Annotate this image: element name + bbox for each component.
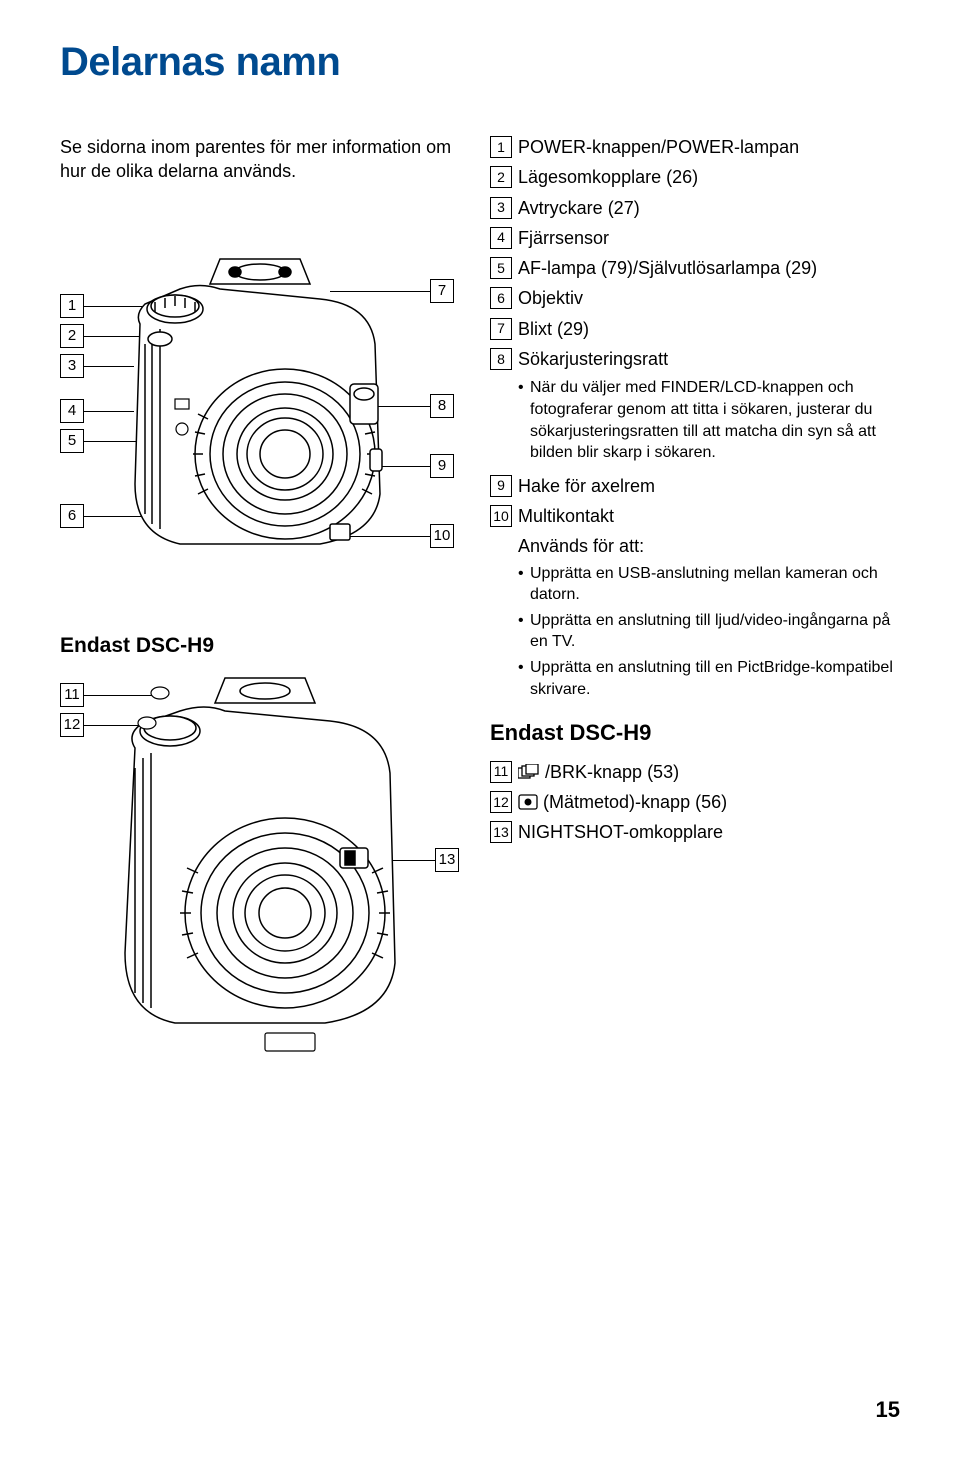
item-8-details: När du väljer med FINDER/LCD-knappen och… xyxy=(518,377,900,463)
callout-13: 13 xyxy=(435,848,459,872)
camera-illustration-1 xyxy=(120,254,400,574)
item-13: 13 NIGHTSHOT-omkopplare xyxy=(490,820,900,844)
item-9: 9 Hake för axelrem xyxy=(490,474,900,498)
item-text-13: NIGHTSHOT-omkopplare xyxy=(518,820,900,844)
item-6: 6 Objektiv xyxy=(490,286,900,310)
item-text-10: Multikontakt xyxy=(518,504,900,528)
left-column: Se sidorna inom parentes för mer informa… xyxy=(60,135,460,1103)
item-10-bullet-3: Upprätta en anslutning till en PictBridg… xyxy=(518,657,900,700)
item-10-sub: Används för att: xyxy=(518,534,900,558)
item-10-bullet-2: Upprätta en anslutning till ljud/video-i… xyxy=(518,610,900,653)
item-text-11: /BRK-knapp (53) xyxy=(518,760,900,784)
item-12: 12 (Mätmetod)-knapp (56) xyxy=(490,790,900,814)
intro-text: Se sidorna inom parentes för mer informa… xyxy=(60,135,460,184)
item-12-label: (Mätmetod)-knapp (56) xyxy=(543,792,727,812)
num-box-8: 8 xyxy=(490,348,512,370)
callout-3: 3 xyxy=(60,354,84,378)
item-text-4: Fjärrsensor xyxy=(518,226,900,250)
callout-9: 9 xyxy=(430,454,454,478)
callout-8: 8 xyxy=(430,394,454,418)
num-box-10: 10 xyxy=(490,505,512,527)
content-columns: Se sidorna inom parentes för mer informa… xyxy=(60,135,900,1103)
item-8-bullet: När du väljer med FINDER/LCD-knappen och… xyxy=(518,377,900,463)
item-2: 2 Lägesomkopplare (26) xyxy=(490,165,900,189)
num-box-6: 6 xyxy=(490,287,512,309)
item-text-8: Sökarjusteringsratt xyxy=(518,347,900,371)
num-box-13: 13 xyxy=(490,821,512,843)
callout-4: 4 xyxy=(60,399,84,423)
callout-10: 10 xyxy=(430,524,454,548)
num-box-5: 5 xyxy=(490,257,512,279)
callout-7: 7 xyxy=(430,279,454,303)
item-text-6: Objektiv xyxy=(518,286,900,310)
page-number: 15 xyxy=(876,1397,900,1423)
meter-icon xyxy=(518,794,538,810)
num-box-9: 9 xyxy=(490,475,512,497)
item-8: 8 Sökarjusteringsratt xyxy=(490,347,900,371)
camera-diagram-1: 1 2 3 4 5 6 7 8 9 10 xyxy=(60,204,460,604)
item-text-1: POWER-knappen/POWER-lampan xyxy=(518,135,900,159)
callout-6: 6 xyxy=(60,504,84,528)
right-column: 1 POWER-knappen/POWER-lampan 2 Lägesomko… xyxy=(490,135,900,1103)
num-box-7: 7 xyxy=(490,318,512,340)
num-box-1: 1 xyxy=(490,136,512,158)
callout-5: 5 xyxy=(60,429,84,453)
item-text-9: Hake för axelrem xyxy=(518,474,900,498)
camera-diagram-2: 11 12 13 xyxy=(60,673,460,1103)
item-10: 10 Multikontakt xyxy=(490,504,900,528)
item-4: 4 Fjärrsensor xyxy=(490,226,900,250)
item-text-3: Avtryckare (27) xyxy=(518,196,900,220)
item-text-12: (Mätmetod)-knapp (56) xyxy=(518,790,900,814)
item-10-details: Upprätta en USB-anslutning mellan kamera… xyxy=(518,563,900,701)
num-box-11: 11 xyxy=(490,761,512,783)
page-title: Delarnas namn xyxy=(60,40,900,85)
item-7: 7 Blixt (29) xyxy=(490,317,900,341)
num-box-3: 3 xyxy=(490,197,512,219)
callout-12: 12 xyxy=(60,713,84,737)
item-text-5: AF-lampa (79)/Självutlösarlampa (29) xyxy=(518,256,900,280)
burst-icon xyxy=(518,764,540,780)
item-3: 3 Avtryckare (27) xyxy=(490,196,900,220)
item-5: 5 AF-lampa (79)/Självutlösarlampa (29) xyxy=(490,256,900,280)
callout-1: 1 xyxy=(60,294,84,318)
camera-illustration-2 xyxy=(105,673,415,1073)
num-box-2: 2 xyxy=(490,166,512,188)
callout-11: 11 xyxy=(60,683,84,707)
subhead-h9: Endast DSC-H9 xyxy=(60,634,460,658)
item-text-2: Lägesomkopplare (26) xyxy=(518,165,900,189)
item-11: 11 /BRK-knapp (53) xyxy=(490,760,900,784)
num-box-4: 4 xyxy=(490,227,512,249)
item-11-label: /BRK-knapp (53) xyxy=(545,762,679,782)
num-box-12: 12 xyxy=(490,791,512,813)
item-1: 1 POWER-knappen/POWER-lampan xyxy=(490,135,900,159)
section-head-h9: Endast DSC-H9 xyxy=(490,718,900,748)
callout-2: 2 xyxy=(60,324,84,348)
item-text-7: Blixt (29) xyxy=(518,317,900,341)
item-10-bullet-1: Upprätta en USB-anslutning mellan kamera… xyxy=(518,563,900,606)
